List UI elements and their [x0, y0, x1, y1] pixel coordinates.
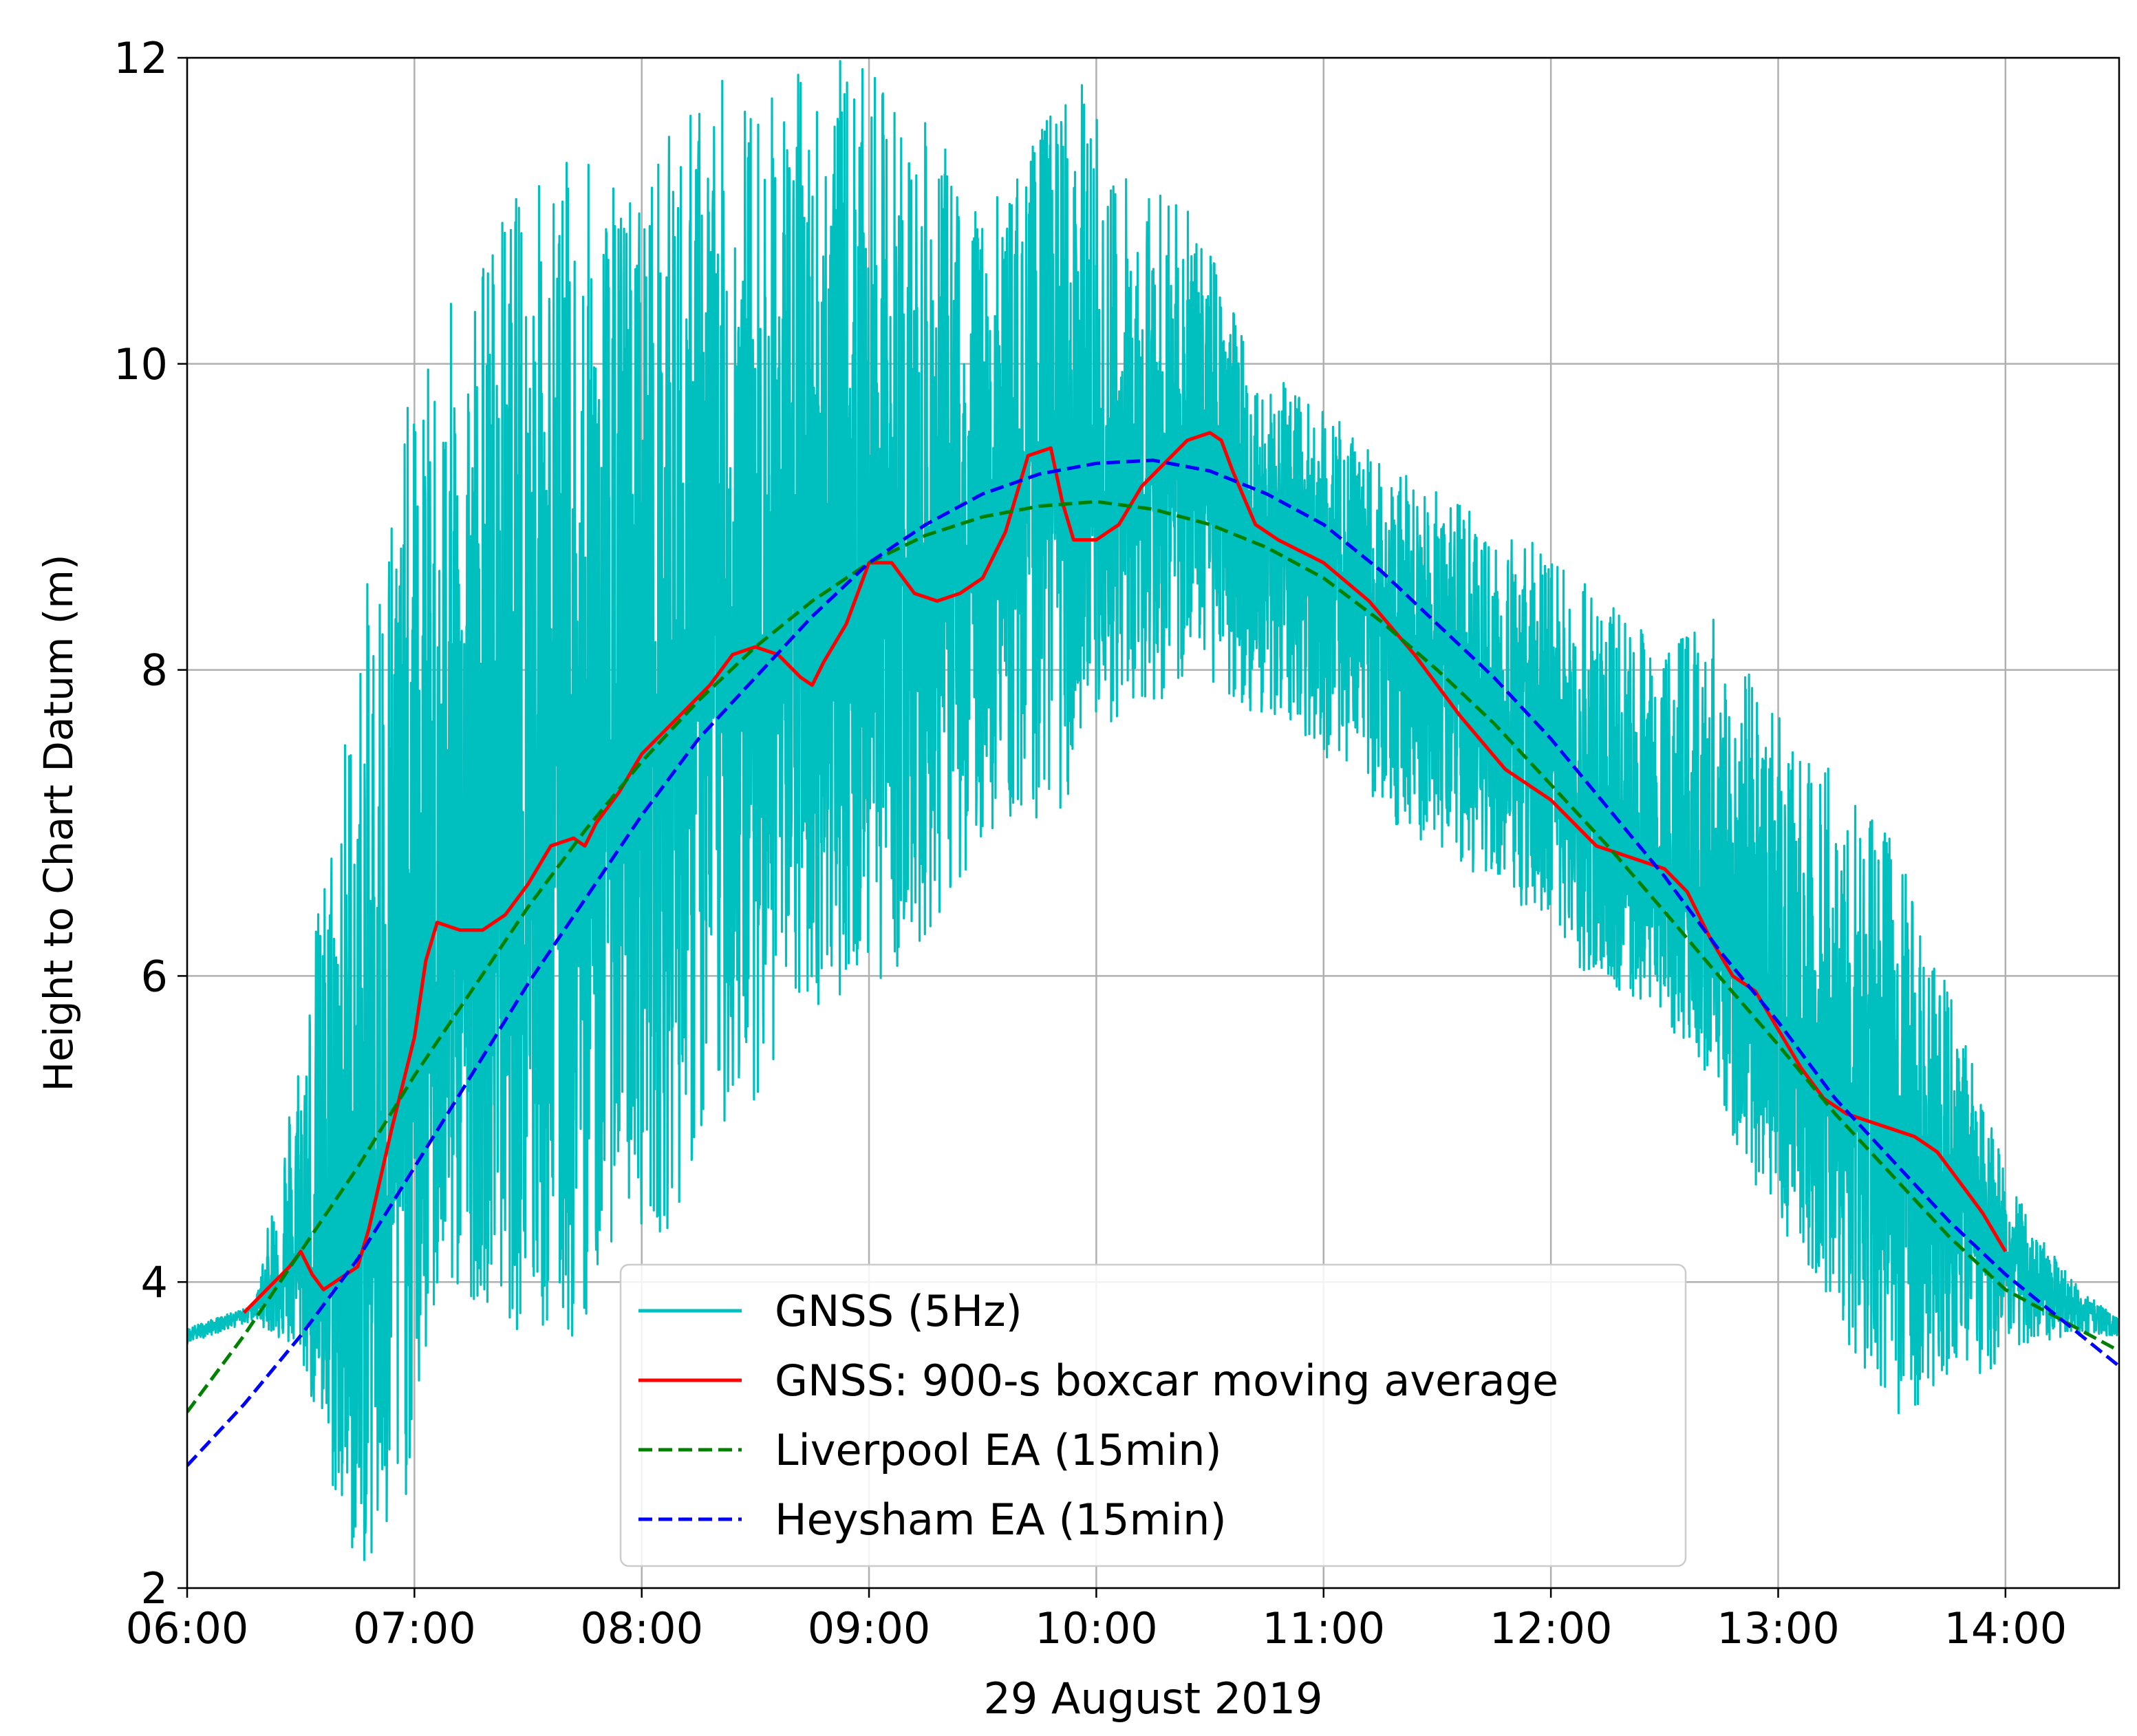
- legend-box: [619, 1263, 1687, 1567]
- x-tick-label: 14:00: [1944, 1603, 2067, 1653]
- y-axis-label: Height to Chart Datum (m): [35, 554, 82, 1091]
- x-tick-label: 11:00: [1262, 1603, 1385, 1653]
- y-tick-label: 4: [141, 1257, 168, 1307]
- x-tick-label: 13:00: [1717, 1603, 1840, 1653]
- legend-entry-heysham-ea-label: Heysham EA (15min): [775, 1494, 1227, 1545]
- series-liverpool-ea: [187, 500, 2119, 1413]
- x-tick-label: 12:00: [1490, 1603, 1613, 1653]
- y-tick-label: 6: [141, 951, 168, 1001]
- legend-entry-liverpool-ea-label: Liverpool EA (15min): [775, 1425, 1222, 1475]
- x-tick-label: 06:00: [126, 1603, 249, 1653]
- y-tick-label: 2: [141, 1563, 168, 1614]
- y-tick-label: 12: [114, 33, 168, 83]
- x-axis: 06:00 07:00 08:00 09:00 10:00 11:00 12:00 13:00…: [126, 1588, 2067, 1653]
- x-tick-label: 07:00: [353, 1603, 476, 1653]
- legend: GNSS (5Hz) GNSS: 900-s boxcar moving aver…: [619, 1263, 1687, 1567]
- x-tick-label: 08:00: [580, 1603, 703, 1653]
- x-axis-label: 29 August 2019: [983, 1673, 1322, 1724]
- y-axis: 2 4 6 8 10 12: [114, 33, 187, 1614]
- legend-entry-moving-average-label: GNSS: 900-s boxcar moving average: [775, 1355, 1558, 1406]
- x-tick-label: 10:00: [1035, 1603, 1158, 1653]
- y-tick-label: 8: [141, 645, 168, 696]
- series-heysham-ea: [187, 458, 2119, 1467]
- legend-entry-gnss-5hz-label: GNSS (5Hz): [775, 1286, 1022, 1336]
- y-tick-label: 10: [114, 339, 168, 389]
- x-tick-label: 09:00: [808, 1603, 931, 1653]
- series-gnss-5hz: [187, 60, 2119, 1561]
- plot-frame: [186, 56, 2120, 1589]
- series-layer: [187, 60, 2119, 1561]
